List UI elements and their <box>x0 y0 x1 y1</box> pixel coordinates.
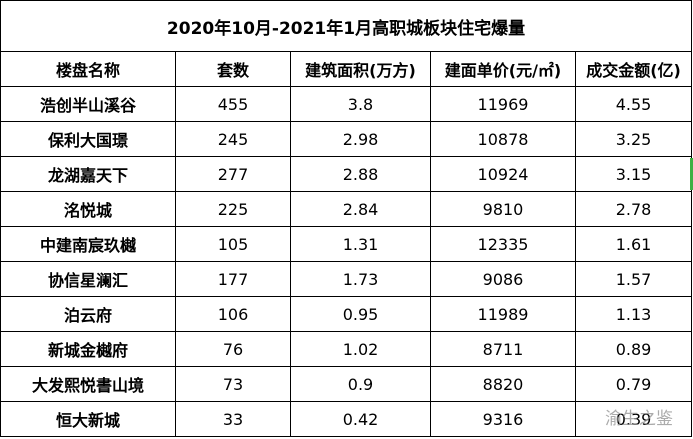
project-name: 洺悦城 <box>0 191 176 227</box>
cell: 1.73 <box>290 261 431 297</box>
cell: 1.31 <box>290 226 431 262</box>
cell: 0.39 <box>574 401 693 437</box>
watermark: 渝生之鉴 <box>605 409 673 429</box>
cell: 0.42 <box>290 401 431 437</box>
header-cell: 成交金额(亿) <box>574 51 693 87</box>
cell: 76 <box>175 331 291 367</box>
title-row: 2020年10月-2021年1月高职城板块住宅爆量 <box>0 0 693 52</box>
data-row: 浩创半山溪谷 455 3.8 11969 4.55 <box>0 86 693 122</box>
data-row: 新城金樾府 76 1.02 8711 0.89 <box>0 331 693 367</box>
cell: 9316 <box>430 401 576 437</box>
data-row: 保利大国璟 245 2.98 10878 3.25 <box>0 121 693 157</box>
cell: 0.9 <box>290 366 431 402</box>
cell: 3.8 <box>290 86 431 122</box>
cell: 0.79 <box>574 366 693 402</box>
project-name: 协信星澜汇 <box>0 261 176 297</box>
data-row: 龙湖嘉天下 277 2.88 10924 3.15 <box>0 156 693 192</box>
cell: 106 <box>175 296 291 332</box>
cell: 2.88 <box>290 156 431 192</box>
project-name: 大发熙悦書山境 <box>0 366 176 402</box>
data-row: 泊云府 106 0.95 11989 1.13 <box>0 296 693 332</box>
cell: 1.61 <box>574 226 693 262</box>
data-row: 恒大新城 33 0.42 9316 0.39 <box>0 401 693 437</box>
header-cell: 建筑面积(万方) <box>290 51 431 87</box>
project-name: 保利大国璟 <box>0 121 176 157</box>
data-row: 中建南宸玖樾 105 1.31 12335 1.61 <box>0 226 693 262</box>
project-name: 浩创半山溪谷 <box>0 86 176 122</box>
project-name: 泊云府 <box>0 296 176 332</box>
header-cell: 建面单价(元/㎡) <box>430 51 576 87</box>
data-row: 协信星澜汇 177 1.73 9086 1.57 <box>0 261 693 297</box>
cell: 3.25 <box>574 121 693 157</box>
cell: 277 <box>175 156 291 192</box>
cell: 10878 <box>430 121 576 157</box>
cell: 33 <box>175 401 291 437</box>
cell: 105 <box>175 226 291 262</box>
cell: 11969 <box>430 86 576 122</box>
data-row: 洺悦城 225 2.84 9810 2.78 <box>0 191 693 227</box>
cell: 4.55 <box>574 86 693 122</box>
cell: 9810 <box>430 191 576 227</box>
cell: 0.89 <box>574 331 693 367</box>
cell: 2.78 <box>574 191 693 227</box>
cell: 8711 <box>430 331 576 367</box>
project-name: 中建南宸玖樾 <box>0 226 176 262</box>
edge-marker <box>690 158 693 190</box>
cell: 9086 <box>430 261 576 297</box>
cell: 177 <box>175 261 291 297</box>
project-name: 龙湖嘉天下 <box>0 156 176 192</box>
cell: 0.95 <box>290 296 431 332</box>
table-title: 2020年10月-2021年1月高职城板块住宅爆量 <box>0 0 693 52</box>
project-name: 恒大新城 <box>0 401 176 437</box>
cell: 1.57 <box>574 261 693 297</box>
cell: 2.84 <box>290 191 431 227</box>
cell: 8820 <box>430 366 576 402</box>
header-cell: 套数 <box>175 51 291 87</box>
cell: 11989 <box>430 296 576 332</box>
data-row: 大发熙悦書山境 73 0.9 8820 0.79 <box>0 366 693 402</box>
header-cell: 楼盘名称 <box>0 51 176 87</box>
cell: 225 <box>175 191 291 227</box>
cell: 455 <box>175 86 291 122</box>
header-row: 楼盘名称 套数 建筑面积(万方) 建面单价(元/㎡) 成交金额(亿) <box>0 51 693 87</box>
cell: 1.02 <box>290 331 431 367</box>
project-name: 新城金樾府 <box>0 331 176 367</box>
cell: 3.15 <box>574 156 693 192</box>
cell: 2.98 <box>290 121 431 157</box>
cell: 73 <box>175 366 291 402</box>
cell: 1.13 <box>574 296 693 332</box>
cell: 10924 <box>430 156 576 192</box>
cell: 245 <box>175 121 291 157</box>
cell: 12335 <box>430 226 576 262</box>
